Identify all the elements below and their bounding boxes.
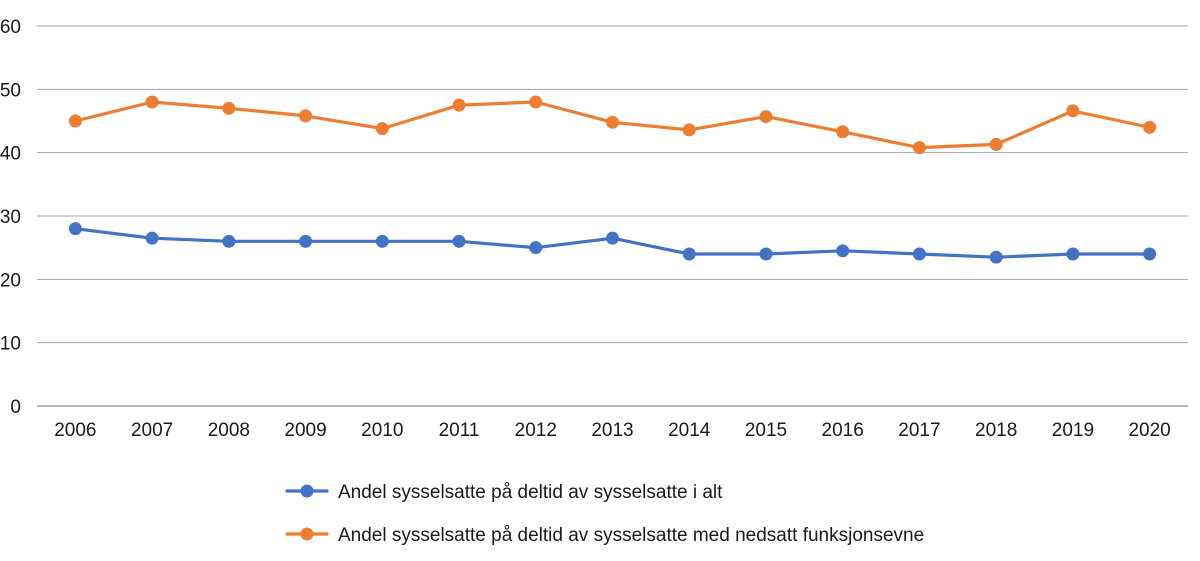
data-point bbox=[68, 114, 82, 128]
data-point bbox=[145, 231, 159, 245]
x-tick-label: 2010 bbox=[361, 420, 403, 441]
legend-marker bbox=[300, 484, 314, 498]
data-point bbox=[299, 234, 313, 248]
y-tick-label: 30 bbox=[0, 207, 21, 228]
data-point bbox=[759, 247, 773, 261]
x-tick-label: 2018 bbox=[975, 420, 1017, 441]
data-point bbox=[529, 95, 543, 109]
data-point bbox=[529, 241, 543, 255]
x-tick-label: 2015 bbox=[745, 420, 787, 441]
data-point bbox=[299, 109, 313, 123]
x-tick-label: 2006 bbox=[54, 420, 96, 441]
data-point bbox=[222, 234, 236, 248]
x-tick-label: 2008 bbox=[208, 420, 250, 441]
x-tick-label: 2007 bbox=[131, 420, 173, 441]
x-tick-label: 2016 bbox=[822, 420, 864, 441]
x-tick-label: 2020 bbox=[1128, 420, 1170, 441]
y-tick-label: 40 bbox=[0, 144, 21, 165]
y-tick-label: 10 bbox=[0, 334, 21, 355]
data-point bbox=[606, 115, 619, 129]
data-point bbox=[1143, 247, 1157, 261]
data-point bbox=[222, 101, 236, 115]
data-point bbox=[1066, 247, 1080, 261]
y-tick-label: 0 bbox=[10, 397, 21, 418]
data-point bbox=[145, 95, 159, 109]
data-point bbox=[375, 122, 389, 136]
data-point bbox=[912, 247, 926, 261]
y-tick-label: 20 bbox=[0, 270, 21, 291]
x-tick-label: 2013 bbox=[591, 420, 633, 441]
y-tick-label: 50 bbox=[0, 80, 21, 101]
data-point bbox=[912, 141, 926, 155]
data-point bbox=[452, 98, 466, 112]
data-point bbox=[759, 110, 773, 124]
gridlines bbox=[37, 25, 1188, 407]
legend-item: Andel sysselsatte på deltid av sysselsat… bbox=[285, 482, 723, 503]
x-tick-label: 2011 bbox=[439, 420, 480, 441]
legend-marker bbox=[300, 527, 314, 541]
data-point bbox=[989, 250, 1003, 264]
legend-item: Andel sysselsatte på deltid av sysselsat… bbox=[285, 525, 924, 546]
data-point bbox=[682, 247, 696, 261]
data-point bbox=[452, 234, 466, 248]
y-axis-tick-labels: 0 10 20 30 40 50 60 bbox=[0, 17, 21, 418]
series-layer bbox=[68, 95, 1157, 264]
data-point bbox=[836, 244, 850, 258]
data-point bbox=[1066, 104, 1080, 118]
series-2 bbox=[68, 95, 1157, 155]
data-point bbox=[606, 231, 619, 245]
data-point bbox=[1143, 120, 1157, 134]
x-axis-tick-labels: 2006 2007 2008 2009 2010 2011 2012 2013 2014 2015… bbox=[54, 420, 1171, 441]
legend-label: Andel sysselsatte på deltid av sysselsat… bbox=[338, 525, 924, 546]
x-tick-label: 2009 bbox=[284, 420, 326, 441]
data-point bbox=[836, 125, 850, 139]
data-point bbox=[68, 222, 82, 236]
series-1 bbox=[68, 222, 1157, 264]
x-tick-label: 2014 bbox=[668, 420, 711, 441]
data-point bbox=[989, 137, 1003, 151]
x-tick-label: 2012 bbox=[515, 420, 557, 441]
legend-label: Andel sysselsatte på deltid av sysselsat… bbox=[338, 482, 723, 503]
x-tick-label: 2017 bbox=[898, 420, 940, 441]
x-tick-label: 2019 bbox=[1052, 420, 1094, 441]
data-point bbox=[682, 123, 696, 137]
y-tick-label: 60 bbox=[0, 17, 21, 38]
data-point bbox=[375, 234, 389, 248]
legend: Andel sysselsatte på deltid av sysselsat… bbox=[285, 482, 924, 546]
